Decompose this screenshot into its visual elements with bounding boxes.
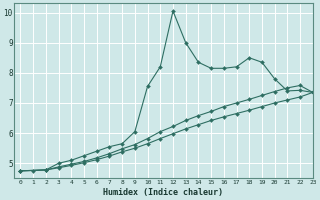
X-axis label: Humidex (Indice chaleur): Humidex (Indice chaleur): [103, 188, 223, 197]
